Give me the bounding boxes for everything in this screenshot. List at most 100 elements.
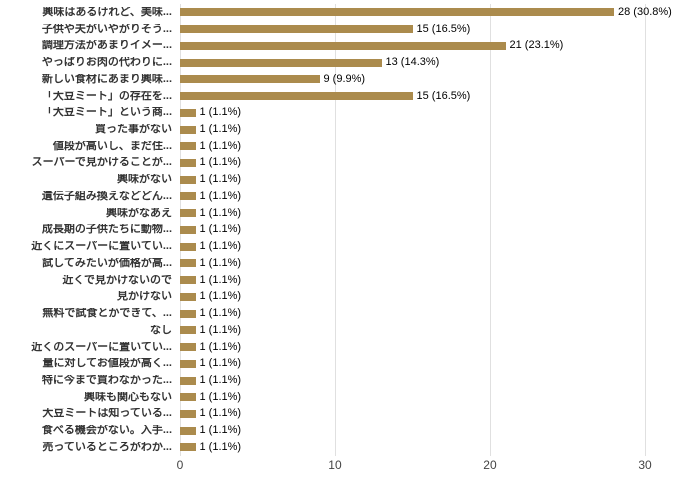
- bar-row: 「大豆ミート」の存在を... 15 (16.5%): [0, 88, 700, 105]
- x-tick-label: 0: [176, 458, 184, 472]
- bar-track: 1 (1.1%): [180, 188, 645, 205]
- bar-row: 値段が高いし、まだ住... 1 (1.1%): [0, 138, 700, 155]
- value-label: 1 (1.1%): [199, 223, 242, 236]
- bar-track: 28 (30.8%): [180, 4, 672, 21]
- bar-row: 無料で試食とかできて、... 1 (1.1%): [0, 305, 700, 322]
- bar[interactable]: [180, 58, 382, 67]
- value-label: 1 (1.1%): [199, 323, 242, 336]
- bar[interactable]: [180, 276, 196, 285]
- category-label: 成長期の子供たちに動物...: [41, 224, 172, 236]
- value-label: 1 (1.1%): [199, 189, 242, 202]
- bar[interactable]: [180, 326, 196, 335]
- bar[interactable]: [180, 8, 614, 17]
- category-label: 「大豆ミート」という商...: [41, 107, 172, 119]
- value-label: 15 (16.5%): [416, 22, 471, 35]
- value-label: 1 (1.1%): [199, 307, 242, 320]
- bar[interactable]: [180, 125, 196, 134]
- value-label: 9 (9.9%): [323, 72, 366, 85]
- bar[interactable]: [180, 292, 196, 301]
- category-label: 量に対してお値段が高く...: [42, 358, 172, 370]
- bar-track: 1 (1.1%): [180, 322, 645, 339]
- bar[interactable]: [180, 108, 196, 117]
- bar[interactable]: [180, 225, 196, 234]
- bar[interactable]: [180, 92, 413, 101]
- bar[interactable]: [180, 443, 196, 452]
- bar[interactable]: [180, 192, 196, 201]
- bar-track: 1 (1.1%): [180, 138, 645, 155]
- bar-track: 1 (1.1%): [180, 205, 645, 222]
- bar[interactable]: [180, 309, 196, 318]
- bar-row: 遺伝子組み換えなどどん... 1 (1.1%): [0, 188, 700, 205]
- category-label: 無料で試食とかできて、...: [42, 308, 172, 320]
- bar-row: 興味も関心もない 1 (1.1%): [0, 389, 700, 406]
- bar-row: 子供や夫がいやがりそう... 15 (16.5%): [0, 21, 700, 38]
- bar-track: 1 (1.1%): [180, 222, 645, 239]
- category-label: 子供や夫がいやがりそう...: [41, 23, 172, 35]
- category-label: 見かけない: [117, 291, 172, 303]
- category-label: 興味がない: [117, 174, 172, 186]
- bar-track: 1 (1.1%): [180, 238, 645, 255]
- value-label: 1 (1.1%): [199, 357, 242, 370]
- value-label: 1 (1.1%): [199, 390, 242, 403]
- bar[interactable]: [180, 426, 196, 435]
- bar-row: 興味がない 1 (1.1%): [0, 171, 700, 188]
- bar[interactable]: [180, 259, 196, 268]
- category-label: 食べる機会がない。入手...: [41, 425, 172, 437]
- value-label: 1 (1.1%): [199, 440, 242, 453]
- value-label: 1 (1.1%): [199, 139, 242, 152]
- bar-row: やっぱりお肉の代わりに... 13 (14.3%): [0, 54, 700, 71]
- x-tick-label: 30: [638, 458, 652, 472]
- bar[interactable]: [180, 242, 196, 251]
- value-label: 1 (1.1%): [199, 123, 242, 135]
- bar-row: 大豆ミートは知っている... 1 (1.1%): [0, 406, 700, 423]
- bar-row: スーパーで見かけることが... 1 (1.1%): [0, 155, 700, 172]
- bar[interactable]: [180, 75, 320, 84]
- bar[interactable]: [180, 343, 196, 352]
- category-label: 値段が高いし、まだ住...: [52, 140, 172, 152]
- x-axis: 0 10 20 30: [176, 458, 652, 477]
- category-label: 試してみたいが価格が高...: [42, 257, 172, 269]
- bar[interactable]: [180, 359, 196, 368]
- bar[interactable]: [180, 142, 196, 151]
- bar-row: 近くのスーパーに置いてい... 1 (1.1%): [0, 339, 700, 356]
- value-label: 1 (1.1%): [199, 424, 242, 437]
- bar-track: 1 (1.1%): [180, 155, 645, 172]
- bar[interactable]: [180, 158, 196, 167]
- value-label: 13 (14.3%): [385, 56, 440, 69]
- category-label: 近くのスーパーに置いてい...: [31, 341, 172, 353]
- value-label: 28 (30.8%): [618, 5, 672, 18]
- bar-row: 成長期の子供たちに動物... 1 (1.1%): [0, 222, 700, 239]
- bar[interactable]: [180, 376, 196, 385]
- category-label: やっぱりお肉の代わりに...: [41, 57, 172, 69]
- bar-row: 近くで見かけないので 1 (1.1%): [0, 272, 700, 289]
- category-label: 興味も関心もない: [84, 391, 172, 403]
- category-label: 「大豆ミート」の存在を...: [41, 90, 172, 102]
- bar-track: 1 (1.1%): [180, 422, 645, 439]
- value-label: 1 (1.1%): [199, 240, 242, 253]
- bar-track: 15 (16.5%): [180, 88, 645, 105]
- bar[interactable]: [180, 209, 196, 218]
- bar-row: 興味はあるけれど、美味... 28 (30.8%): [0, 4, 700, 21]
- category-label: 売っているところがわか...: [42, 441, 172, 453]
- category-label: スーパーで見かけることが...: [31, 157, 172, 169]
- bar-track: 1 (1.1%): [180, 372, 645, 389]
- category-label: 買った事がない: [95, 124, 172, 135]
- bar-track: 1 (1.1%): [180, 171, 645, 188]
- bar-row: 特に今まで買わなかった... 1 (1.1%): [0, 372, 700, 389]
- bar-track: 1 (1.1%): [180, 389, 645, 406]
- bar-track: 21 (23.1%): [180, 37, 645, 54]
- category-label: 遺伝子組み換えなどどん...: [41, 190, 172, 202]
- bar-row: 量に対してお値段が高く... 1 (1.1%): [0, 355, 700, 372]
- bar[interactable]: [180, 393, 196, 402]
- bar-track: 1 (1.1%): [180, 339, 645, 356]
- bar[interactable]: [180, 41, 506, 50]
- bar[interactable]: [180, 25, 413, 34]
- category-label: 大豆ミートは知っている...: [42, 408, 172, 420]
- category-label: 調理方法があまりイメー...: [41, 40, 172, 52]
- bar-track: 1 (1.1%): [180, 406, 645, 423]
- bar-row: 調理方法があまりイメー... 21 (23.1%): [0, 37, 700, 54]
- bar[interactable]: [180, 175, 196, 184]
- bar[interactable]: [180, 409, 196, 418]
- value-label: 1 (1.1%): [199, 340, 242, 353]
- bar-track: 1 (1.1%): [180, 104, 645, 121]
